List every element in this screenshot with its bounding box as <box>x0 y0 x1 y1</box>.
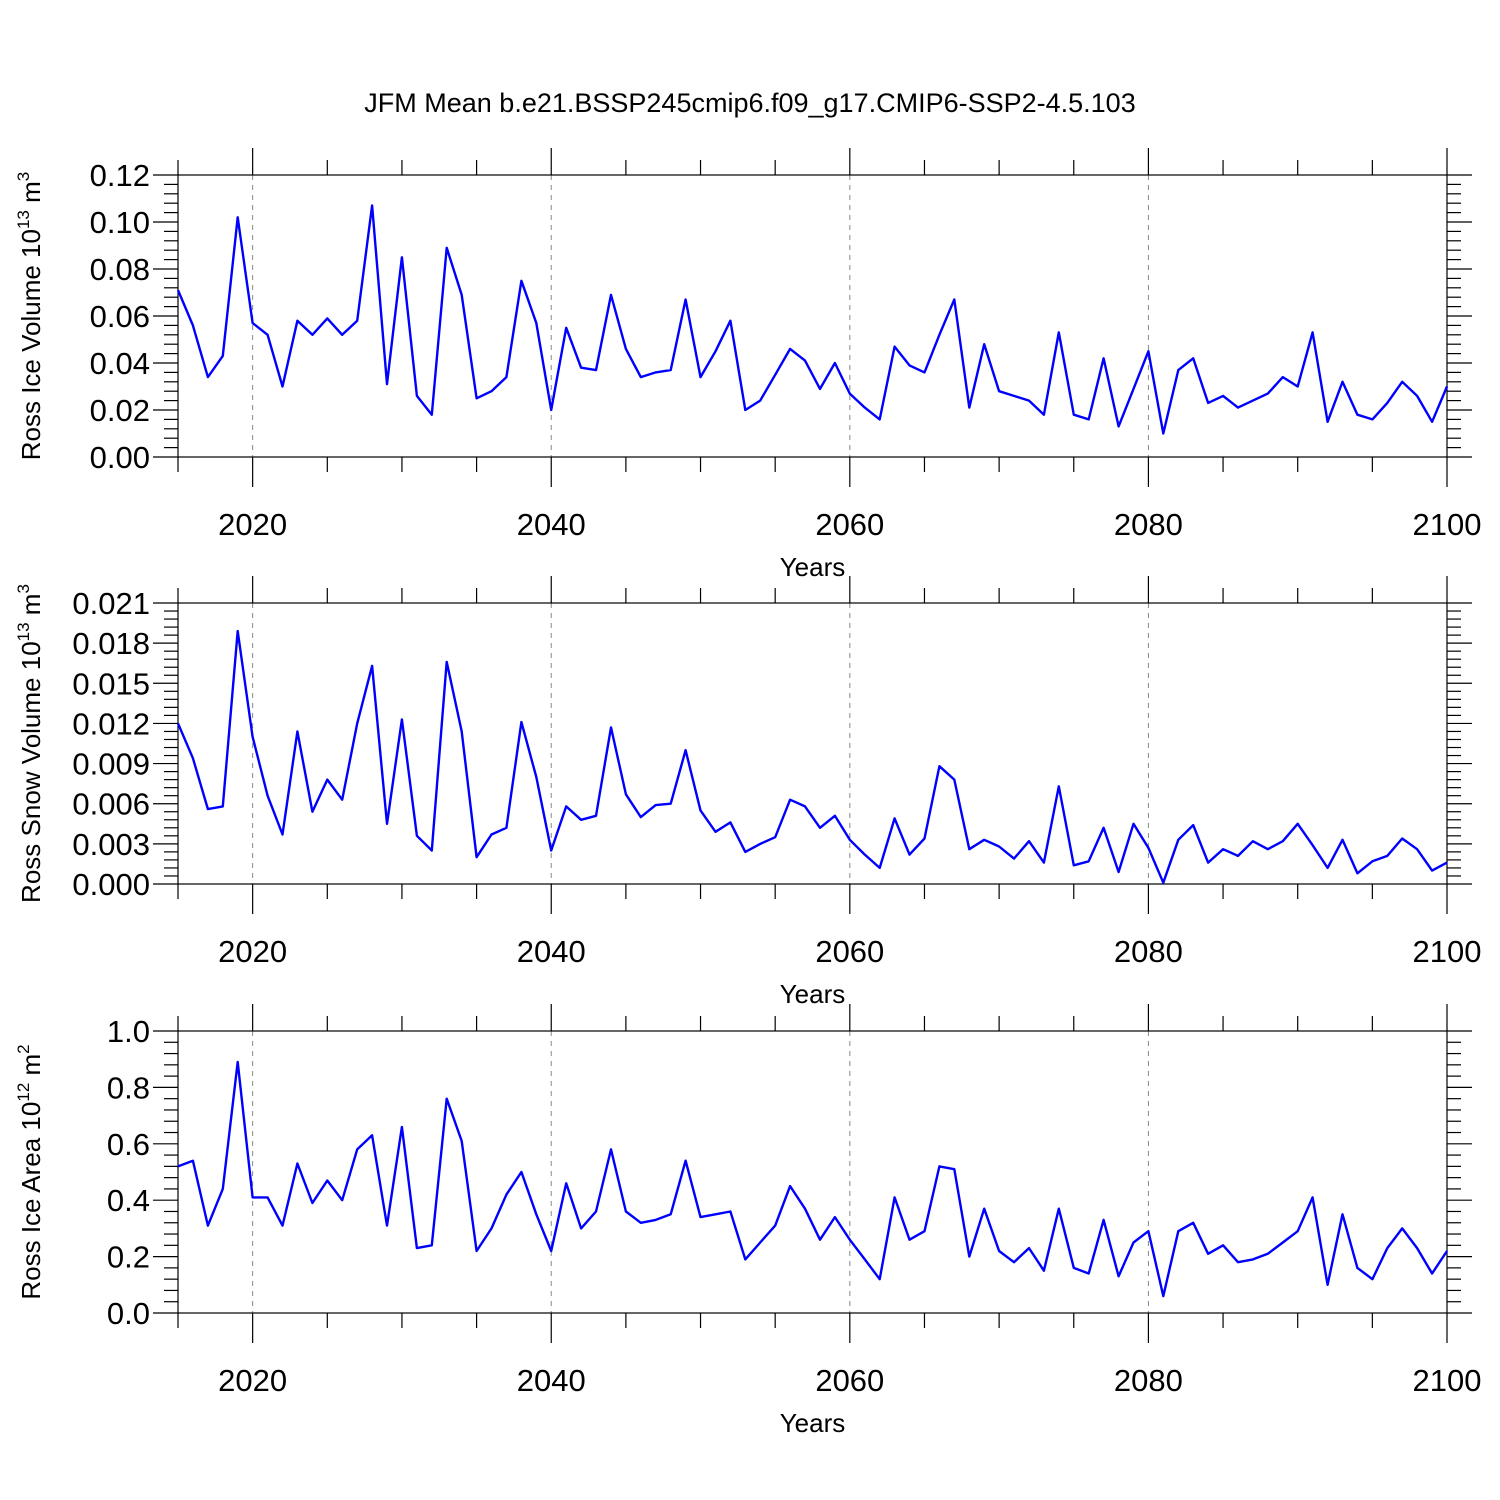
ice-volume-y-tick-label: 0.02 <box>90 393 150 428</box>
ice-area-y-axis-label-unit-exponent: 2 <box>14 1044 33 1053</box>
ice-area-x-tick-label: 2040 <box>517 1363 586 1398</box>
snow-volume-series-line <box>176 629 1448 884</box>
snow-volume-y-tick-label: 0.006 <box>72 787 150 822</box>
snow-volume-x-tick-label: 2060 <box>815 934 884 969</box>
snow-volume-y-axis-label-exponent: 13 <box>14 622 33 641</box>
ice-area-y-axis-label-unit: m <box>16 1054 46 1083</box>
ice-volume-series-line <box>176 204 1449 435</box>
ice-volume-y-tick-label: 0.04 <box>90 346 150 381</box>
panel-ice-area: 0.0 0.2 0.4 0.6 0.8 1.0 2020 2040 2060 2080 2100 Ye… <box>14 1004 1481 1438</box>
snow-volume-x-tick-label: 2100 <box>1413 934 1482 969</box>
ice-volume-y-axis-label-main: Ross Ice Volume 10 <box>16 229 46 460</box>
ice-volume-y-tick-label: 0.00 <box>90 440 150 475</box>
snow-volume-y-axis-label-unit-exponent: 3 <box>14 584 33 593</box>
ice-volume-x-tick-label: 2080 <box>1114 507 1183 542</box>
ice-area-y-tick-label: 0.6 <box>107 1127 150 1162</box>
ice-volume-y-tick-label: 0.10 <box>90 205 150 240</box>
ice-area-x-tick-label: 2060 <box>815 1363 884 1398</box>
snow-volume-y-tick-label: 0.003 <box>72 827 150 862</box>
ice-area-x-axis-label: Years <box>780 1408 846 1438</box>
ice-area-y-tick-label: 0.0 <box>107 1296 150 1331</box>
ice-volume-y-tick-label: 0.08 <box>90 252 150 287</box>
ice-area-series-line <box>177 1060 1449 1298</box>
ice-area-x-tick-label: 2020 <box>218 1363 287 1398</box>
figure-title: JFM Mean b.e21.BSSP245cmip6.f09_g17.CMIP… <box>364 88 1135 118</box>
ice-volume-y-tick-label: 0.06 <box>90 299 150 334</box>
snow-volume-x-axis-label: Years <box>780 979 846 1009</box>
ice-volume-plot-frame <box>177 174 1448 458</box>
snow-volume-x-tick-label: 2080 <box>1114 934 1183 969</box>
ice-area-y-tick-label: 0.2 <box>107 1240 150 1275</box>
ice-volume-y-axis-label-unit-exponent: 3 <box>14 172 33 181</box>
ice-volume-y-axis-label: Ross Ice Volume 1013 m3 <box>14 172 46 461</box>
ice-area-y-tick-label: 0.4 <box>107 1183 150 1218</box>
ice-volume-x-axis-label: Years <box>780 552 846 582</box>
ice-volume-x-tick-label: 2060 <box>815 507 884 542</box>
ice-area-y-tick-label: 0.8 <box>107 1070 150 1105</box>
ice-area-y-tick-label: 1.0 <box>107 1014 150 1049</box>
snow-volume-y-tick-label: 0.012 <box>72 706 150 741</box>
ice-volume-y-tick-label: 0.12 <box>90 158 150 193</box>
snow-volume-x-tick-label: 2020 <box>218 934 287 969</box>
ice-area-y-axis-label-main: Ross Ice Area 10 <box>16 1102 46 1300</box>
snow-volume-y-tick-label: 0.000 <box>72 867 150 902</box>
ice-area-plot-frame <box>177 1030 1448 1314</box>
ice-volume-x-tick-label: 2100 <box>1413 507 1482 542</box>
snow-volume-y-tick-label: 0.009 <box>72 747 150 782</box>
snow-volume-y-tick-label: 0.021 <box>72 586 150 621</box>
ice-area-y-axis-label: Ross Ice Area 1012 m2 <box>14 1044 46 1299</box>
panel-snow-volume: 0.000 0.003 0.006 0.009 0.012 0.015 0.018 0.021… <box>14 576 1481 1009</box>
ice-volume-y-axis-label-exponent: 13 <box>14 210 33 229</box>
ice-area-x-tick-label: 2100 <box>1413 1363 1482 1398</box>
snow-volume-y-tick-label: 0.015 <box>72 666 150 701</box>
ice-volume-y-axis-label-unit: m <box>16 181 46 210</box>
ice-volume-x-tick-label: 2040 <box>517 507 586 542</box>
snow-volume-plot-frame <box>177 602 1448 885</box>
snow-volume-y-axis-label-main: Ross Snow Volume 10 <box>16 641 46 903</box>
snow-volume-y-axis-label: Ross Snow Volume 1013 m3 <box>14 584 46 903</box>
snow-volume-x-tick-label: 2040 <box>517 934 586 969</box>
snow-volume-y-tick-label: 0.018 <box>72 626 150 661</box>
panel-ice-volume: 0.00 0.02 0.04 0.06 0.08 0.10 0.12 2020 2040 2060… <box>14 148 1481 582</box>
ice-area-y-axis-label-exponent: 12 <box>14 1083 33 1102</box>
ice-volume-x-tick-label: 2020 <box>218 507 287 542</box>
ice-area-x-tick-label: 2080 <box>1114 1363 1183 1398</box>
snow-volume-y-axis-label-unit: m <box>16 594 46 623</box>
